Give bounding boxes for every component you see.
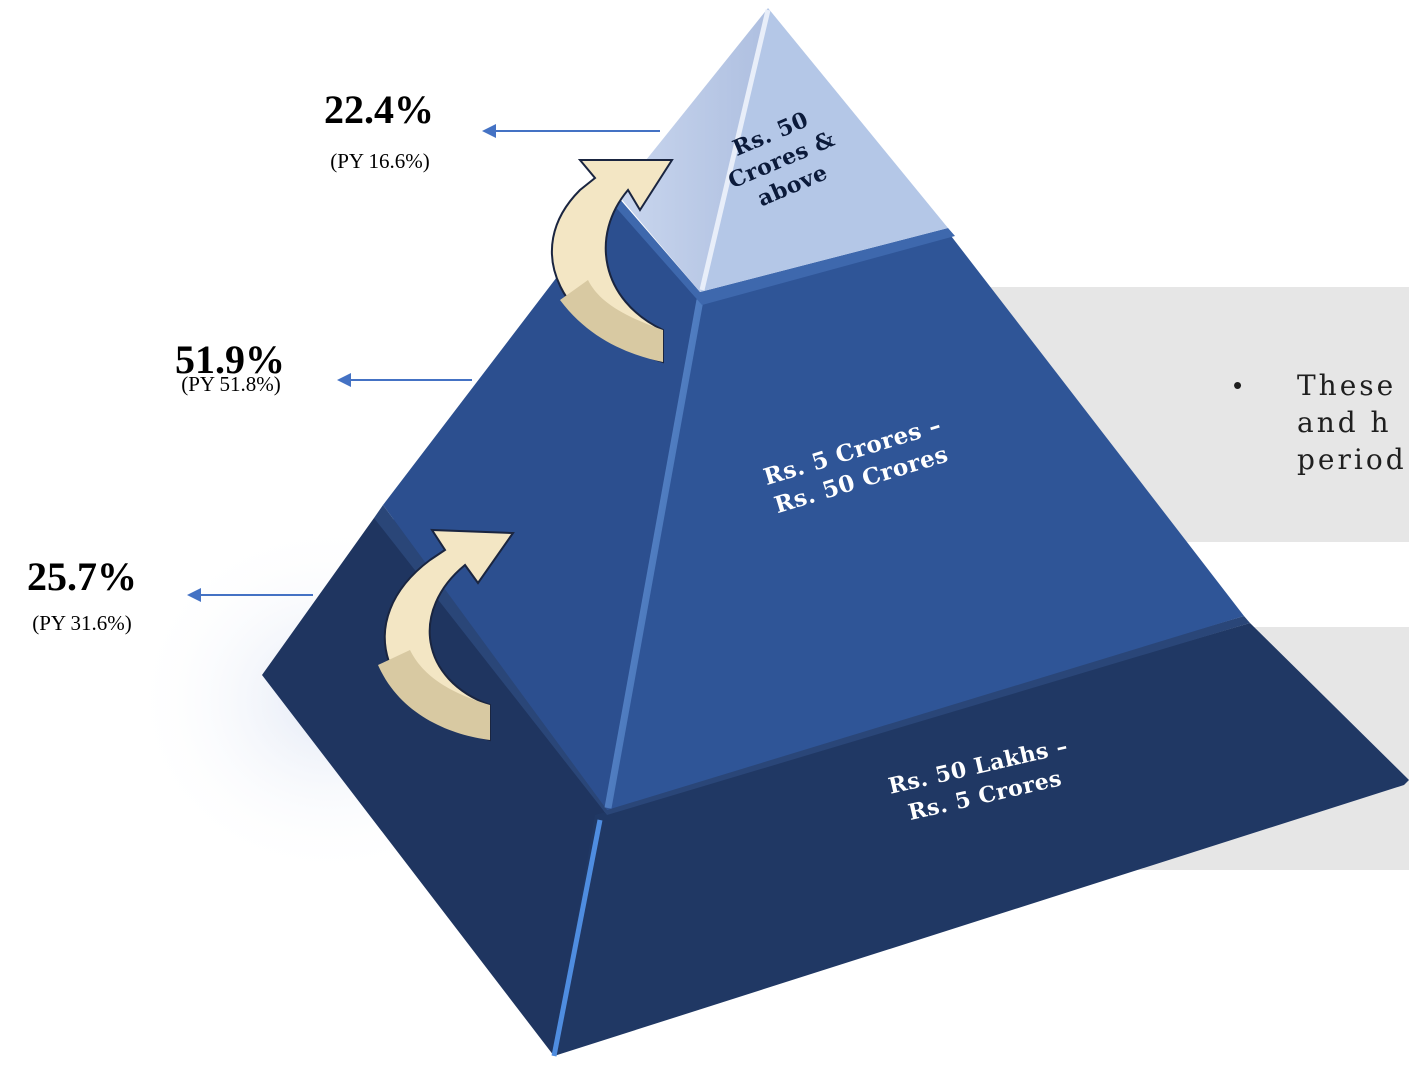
growth-arrow-upper: [551, 159, 674, 364]
tier-middle-left-face: [383, 197, 700, 810]
pointer-arrow-top: [482, 124, 660, 138]
tier-middle-percent: 51.9%: [175, 337, 285, 382]
side-note-line-2: and h: [1297, 406, 1392, 439]
tier-bottom-ledge: [374, 505, 1250, 815]
tier-bottom-prior-year: (PY 31.6%): [32, 611, 132, 635]
tier-bottom-left-face: [262, 518, 607, 1056]
tier-bottom-front-face: [554, 623, 1409, 1056]
tier-top-prior-year: (PY 16.6%): [330, 149, 430, 173]
tier-middle-edge: [604, 299, 704, 809]
tier-bottom: [262, 505, 1409, 1057]
tier-bottom-edge: [551, 819, 603, 1057]
tier-top: [618, 8, 948, 292]
pointer-arrow-middle: [337, 373, 472, 387]
side-note-bullet: •: [1233, 370, 1243, 400]
pointer-arrow-bottom: [187, 588, 313, 602]
tier-top-edge: [699, 9, 771, 291]
tier-middle-ledge: [612, 197, 955, 305]
tier-middle-front-face: [607, 232, 1244, 810]
tier-top-left-face: [618, 8, 768, 292]
tier-middle: [383, 197, 1244, 810]
side-note-line-3: period: [1297, 443, 1407, 476]
tier-top-front-face: [700, 8, 948, 292]
tier-bottom-percent: 25.7%: [27, 554, 137, 599]
tier-top-percent: 22.4%: [324, 87, 434, 132]
side-note-text: These and h period: [1297, 367, 1407, 478]
tier-middle-prior-year: (PY 51.8%): [181, 372, 281, 396]
side-note-line-1: These: [1297, 369, 1397, 402]
growth-arrow-lower: [378, 528, 515, 742]
